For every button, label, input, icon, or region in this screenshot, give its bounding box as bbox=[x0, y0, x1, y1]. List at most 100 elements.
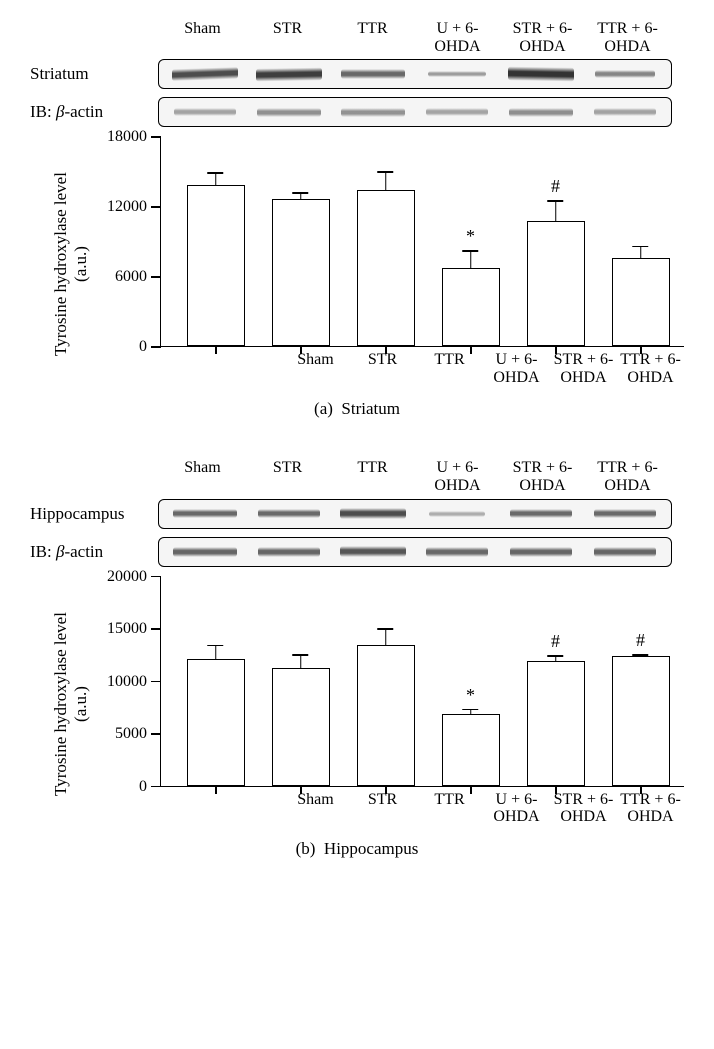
blot-band bbox=[341, 108, 405, 117]
x-axis-label: STR bbox=[349, 351, 416, 386]
blot-row-label: IB: β-actin bbox=[30, 102, 158, 122]
x-axis-label: Sham bbox=[282, 351, 349, 386]
y-axis-label: Tyrosine hydroxylase level(a.u.) bbox=[51, 172, 91, 356]
blot-lane bbox=[334, 65, 412, 83]
blot-lane bbox=[586, 543, 664, 561]
bar bbox=[272, 668, 330, 786]
blot-lane bbox=[166, 103, 244, 121]
blot-lane bbox=[502, 65, 580, 83]
blot-column-label: STR + 6-OHDA bbox=[500, 459, 585, 494]
error-bar bbox=[385, 628, 387, 646]
blot-band bbox=[173, 547, 237, 557]
blot-column-label: Sham bbox=[160, 20, 245, 55]
error-bar bbox=[555, 655, 557, 661]
bar bbox=[272, 199, 330, 346]
blot-membrane bbox=[158, 499, 672, 529]
blot-column-label: U + 6-OHDA bbox=[415, 20, 500, 55]
error-bar bbox=[215, 172, 217, 186]
x-tick bbox=[385, 786, 387, 794]
blot-row: Striatum bbox=[30, 59, 684, 89]
error-bar bbox=[470, 250, 472, 269]
x-axis-label: U + 6-OHDA bbox=[483, 351, 550, 386]
bar bbox=[357, 190, 415, 346]
blot-band bbox=[174, 108, 236, 116]
significance-marker: # bbox=[636, 631, 645, 649]
bar-slot bbox=[173, 659, 258, 786]
error-bar bbox=[470, 709, 472, 715]
y-tick-label: 18000 bbox=[107, 128, 147, 146]
error-bar bbox=[300, 654, 302, 669]
bar-slot bbox=[173, 185, 258, 346]
blot-band bbox=[173, 509, 237, 518]
blot-band bbox=[257, 108, 321, 117]
significance-marker: * bbox=[466, 686, 475, 704]
bar bbox=[187, 185, 245, 346]
blot-section: ShamSTRTTRU + 6-OHDASTR + 6-OHDATTR + 6-… bbox=[30, 20, 684, 127]
blot-membrane bbox=[158, 537, 672, 567]
error-bar bbox=[640, 246, 642, 259]
panel-caption: (a) Striatum bbox=[30, 399, 684, 419]
blot-membrane bbox=[158, 97, 672, 127]
blot-band bbox=[340, 546, 406, 557]
y-axis-label: Tyrosine hydroxylase level(a.u.) bbox=[51, 612, 91, 796]
blot-lane bbox=[586, 505, 664, 523]
y-tick bbox=[151, 276, 161, 278]
figure-root: ShamSTRTTRU + 6-OHDASTR + 6-OHDATTR + 6-… bbox=[30, 20, 684, 859]
blot-band bbox=[508, 67, 574, 82]
bar-slot: # bbox=[513, 661, 598, 786]
blot-column-labels: ShamSTRTTRU + 6-OHDASTR + 6-OHDATTR + 6-… bbox=[30, 20, 684, 55]
blot-lane bbox=[502, 543, 580, 561]
blot-lane bbox=[418, 543, 496, 561]
blot-band bbox=[340, 508, 406, 519]
blot-lane bbox=[334, 103, 412, 121]
blot-lane bbox=[586, 103, 664, 121]
blot-column-label: TTR bbox=[330, 20, 415, 55]
blot-row-label: Striatum bbox=[30, 64, 158, 84]
blot-membrane bbox=[158, 59, 672, 89]
blot-lane bbox=[334, 505, 412, 523]
blot-lane bbox=[418, 65, 496, 83]
blot-band bbox=[595, 70, 655, 78]
plot-area: 060001200018000*# bbox=[160, 137, 684, 347]
bars-container: *# bbox=[161, 137, 684, 346]
significance-marker: # bbox=[551, 632, 560, 650]
error-bar bbox=[385, 171, 387, 191]
blot-band bbox=[510, 509, 572, 518]
error-bar bbox=[215, 645, 217, 660]
bar bbox=[442, 714, 500, 785]
blot-lane bbox=[586, 65, 664, 83]
bar-slot: # bbox=[598, 656, 683, 785]
y-tick bbox=[151, 346, 161, 348]
blot-band bbox=[509, 108, 573, 117]
x-tick bbox=[385, 346, 387, 354]
y-tick bbox=[151, 206, 161, 208]
blot-band bbox=[258, 547, 320, 557]
blot-band bbox=[594, 509, 656, 518]
significance-marker: * bbox=[466, 227, 475, 245]
error-bar bbox=[300, 192, 302, 200]
bar-slot: * bbox=[428, 714, 513, 785]
blot-band bbox=[594, 547, 656, 557]
bar bbox=[187, 659, 245, 786]
significance-marker: # bbox=[551, 177, 560, 195]
blot-lane bbox=[250, 505, 328, 523]
y-tick-label: 5000 bbox=[115, 725, 147, 743]
x-tick bbox=[555, 346, 557, 354]
blot-column-label: TTR bbox=[330, 459, 415, 494]
y-tick bbox=[151, 681, 161, 683]
bar-slot: * bbox=[428, 268, 513, 346]
blot-column-label: U + 6-OHDA bbox=[415, 459, 500, 494]
y-tick-label: 12000 bbox=[107, 198, 147, 216]
blot-row: IB: β-actin bbox=[30, 537, 684, 567]
x-tick bbox=[300, 346, 302, 354]
x-tick bbox=[640, 346, 642, 354]
blot-section: ShamSTRTTRU + 6-OHDASTR + 6-OHDATTR + 6-… bbox=[30, 459, 684, 566]
bar-slot bbox=[343, 645, 428, 786]
blot-band bbox=[594, 108, 656, 116]
bars-container: *## bbox=[161, 577, 684, 786]
blot-lane bbox=[250, 65, 328, 83]
bar bbox=[612, 656, 670, 785]
x-tick bbox=[470, 346, 472, 354]
blot-band bbox=[256, 67, 322, 81]
y-tick bbox=[151, 628, 161, 630]
